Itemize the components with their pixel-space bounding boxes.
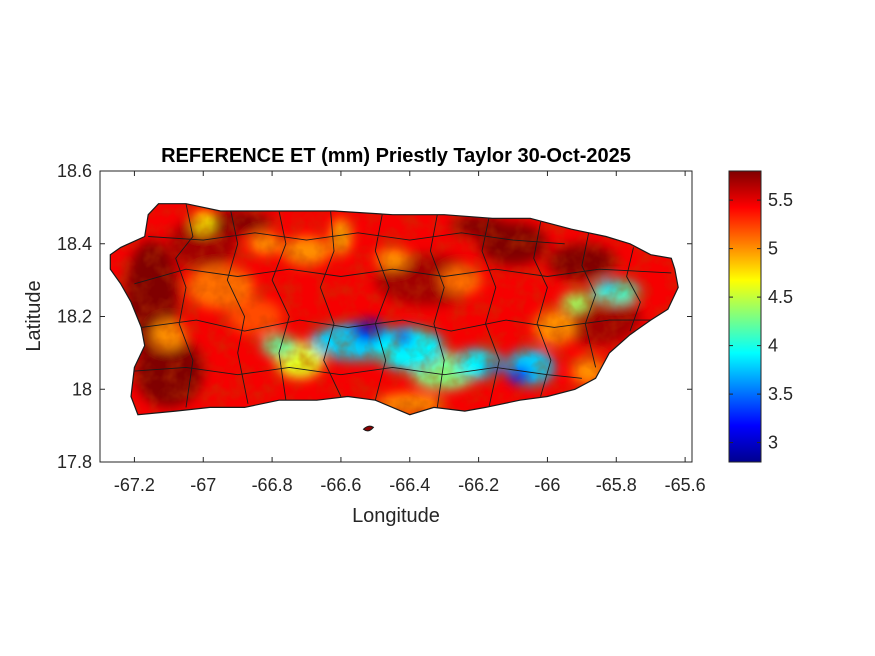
x-tick-label: -66.2: [458, 475, 499, 495]
y-tick-label: 18.2: [57, 307, 92, 327]
x-axis-ticks: -67.2 -67 -66.8 -66.6 -66.4 -66.2 -66 -65.8 -65.…: [114, 171, 706, 495]
x-tick-label: -65.8: [596, 475, 637, 495]
x-tick-label: -67: [190, 475, 216, 495]
colorbar-tick-label: 5.5: [768, 190, 793, 210]
x-tick-label: -67.2: [114, 475, 155, 495]
x-tick-label: -66: [534, 475, 560, 495]
x-axis-label: Longitude: [352, 505, 440, 527]
y-tick-label: 18.4: [57, 234, 92, 254]
colorbar-ticks: 3 3.5 4 4.5 5 5.5: [729, 190, 793, 453]
colorbar-tick-label: 3: [768, 433, 778, 453]
y-tick-label: 18: [72, 379, 92, 399]
colorbar: [728, 170, 762, 463]
coastline: [109, 203, 679, 416]
x-tick-label: -66.6: [320, 475, 361, 495]
x-tick-label: -66.4: [389, 475, 430, 495]
x-tick-label: -65.6: [665, 475, 706, 495]
y-axis-ticks: 17.8 18 18.2 18.4 18.6: [57, 161, 692, 472]
municipality-boundaries: [134, 203, 672, 408]
heatmap-field: [110, 203, 679, 415]
colorbar-tick-label: 3.5: [768, 384, 793, 404]
heatmap-texture: [110, 203, 679, 415]
colorbar-tick-label: 5: [768, 239, 778, 259]
chart-title: REFERENCE ET (mm) Priestly Taylor 30-Oct…: [161, 145, 631, 167]
colorbar-tick-label: 4: [768, 336, 778, 356]
small-island: [362, 425, 375, 432]
x-tick-label: -66.8: [252, 475, 293, 495]
y-tick-label: 17.8: [57, 452, 92, 472]
y-axis-label: Latitude: [23, 280, 45, 351]
colorbar-tick-label: 4.5: [768, 287, 793, 307]
y-tick-label: 18.6: [57, 161, 92, 181]
